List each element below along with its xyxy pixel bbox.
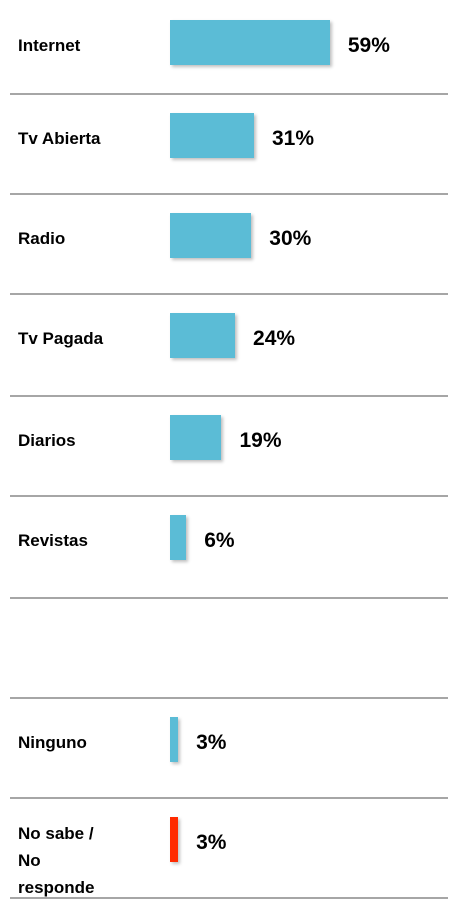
- separator: [10, 797, 448, 799]
- bar: [170, 313, 235, 358]
- value-label: 59%: [348, 34, 390, 58]
- value-label: 30%: [269, 227, 311, 251]
- value-label: 31%: [272, 127, 314, 151]
- category-label: Tv Pagada: [18, 325, 118, 352]
- category-label: Ninguno: [18, 729, 118, 756]
- separator: [10, 697, 448, 699]
- value-label: 6%: [204, 529, 234, 553]
- value-label: 3%: [196, 731, 226, 755]
- value-label: 19%: [239, 429, 281, 453]
- separator: [10, 495, 448, 497]
- category-label: Revistas: [18, 527, 118, 554]
- bar: [170, 20, 330, 65]
- bar: [170, 515, 186, 560]
- category-label: Tv Abierta: [18, 125, 118, 152]
- category-label: No sabe / No responde: [18, 820, 118, 900]
- category-label: Internet: [18, 32, 118, 59]
- bar: [170, 415, 221, 460]
- bar: [170, 717, 178, 762]
- bar: [170, 817, 178, 862]
- bar: [170, 213, 251, 258]
- separator: [10, 395, 448, 397]
- bar: [170, 113, 254, 158]
- separator: [10, 93, 448, 95]
- separator: [10, 597, 448, 599]
- separator: [10, 293, 448, 295]
- category-label: Diarios: [18, 427, 118, 454]
- value-label: 3%: [196, 831, 226, 855]
- value-label: 24%: [253, 327, 295, 351]
- chart: Internet 59% Tv Abierta 31% Radio 30% Tv Pagad…: [0, 0, 462, 900]
- separator: [10, 193, 448, 195]
- category-label: Radio: [18, 225, 118, 252]
